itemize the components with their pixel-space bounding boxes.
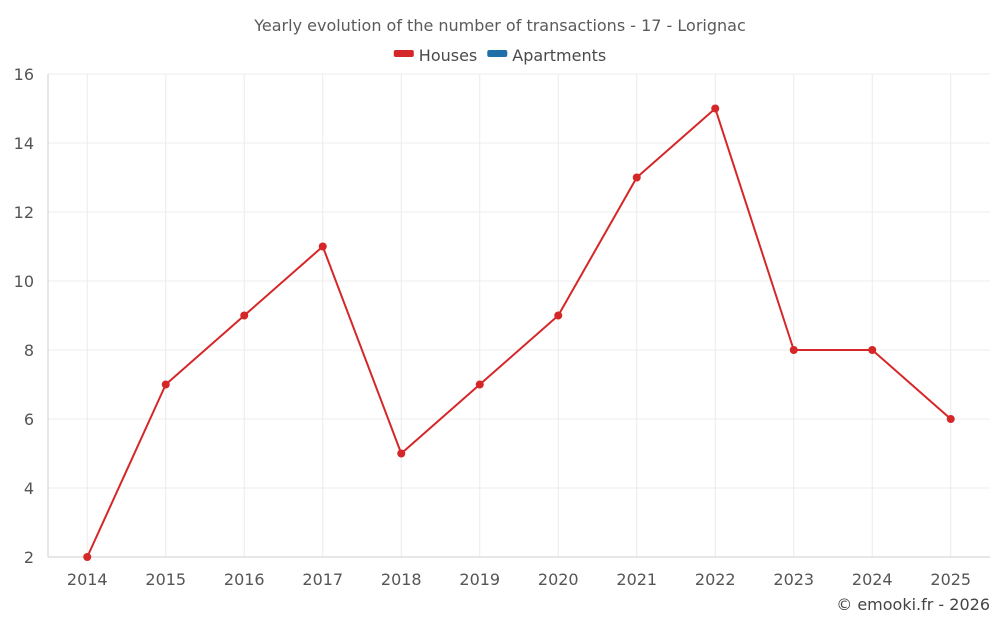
y-tick-label: 10 <box>14 272 34 291</box>
x-tick-label: 2025 <box>930 570 971 589</box>
x-tick-label: 2022 <box>695 570 736 589</box>
legend-item-apartments[interactable]: Apartments <box>487 46 606 65</box>
data-point-houses-2017[interactable] <box>318 242 327 251</box>
data-point-houses-2022[interactable] <box>711 104 720 113</box>
y-tick-label: 4 <box>24 479 34 498</box>
x-tick-label: 2021 <box>616 570 657 589</box>
x-tick-label: 2016 <box>224 570 265 589</box>
legend-label: Houses <box>419 46 477 65</box>
legend[interactable]: Houses Apartments <box>393 46 606 65</box>
x-tick-label: 2014 <box>67 570 108 589</box>
x-tick-label: 2020 <box>538 570 579 589</box>
data-point-houses-2020[interactable] <box>554 311 563 320</box>
axes: 2 4 6 8 10 12 14 16 2014 2015 2016 2017 2018 2019 2020… <box>14 65 990 589</box>
data-point-houses-2016[interactable] <box>240 311 249 320</box>
data-point-houses-2025[interactable] <box>946 415 955 423</box>
y-tick-label: 14 <box>14 134 34 153</box>
y-tick-label: 2 <box>24 548 34 567</box>
x-tick-label: 2018 <box>381 570 422 589</box>
x-tick-label: 2024 <box>852 570 893 589</box>
data-point-houses-2021[interactable] <box>632 173 641 182</box>
data-point-houses-2014[interactable] <box>83 553 92 561</box>
legend-item-houses[interactable]: Houses <box>393 46 477 65</box>
data-point-houses-2018[interactable] <box>397 449 406 458</box>
y-tick-label: 8 <box>24 341 34 360</box>
legend-swatch <box>487 50 508 57</box>
data-point-houses-2023[interactable] <box>789 346 798 354</box>
y-tick-label: 16 <box>14 65 34 84</box>
data-point-houses-2015[interactable] <box>161 380 170 389</box>
data-point-houses-2019[interactable] <box>475 380 484 389</box>
x-tick-label: 2017 <box>302 570 343 589</box>
grid <box>48 73 990 557</box>
data-point-houses-2024[interactable] <box>868 346 877 354</box>
series-layer <box>83 104 955 561</box>
y-tick-label: 12 <box>14 203 34 222</box>
chart-title: Yearly evolution of the number of transa… <box>253 16 746 35</box>
credit-text: © emooki.fr - 2026 <box>836 595 990 614</box>
series-line-houses <box>86 107 952 558</box>
y-tick-label: 6 <box>24 410 34 429</box>
legend-swatch <box>393 50 414 57</box>
x-tick-label: 2015 <box>145 570 186 589</box>
legend-label: Apartments <box>512 46 606 65</box>
x-tick-label: 2019 <box>459 570 500 589</box>
x-tick-label: 2023 <box>773 570 814 589</box>
